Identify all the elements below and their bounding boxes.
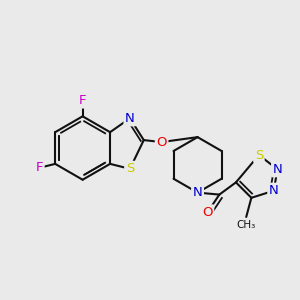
Text: S: S xyxy=(255,148,263,161)
Text: O: O xyxy=(156,136,167,148)
Text: O: O xyxy=(202,206,213,219)
Text: F: F xyxy=(79,94,86,107)
Text: CH₃: CH₃ xyxy=(237,220,256,230)
Text: S: S xyxy=(126,162,134,175)
Text: N: N xyxy=(273,163,282,176)
Text: F: F xyxy=(36,161,43,174)
Text: N: N xyxy=(125,112,135,125)
Text: N: N xyxy=(193,186,202,199)
Text: N: N xyxy=(269,184,279,197)
